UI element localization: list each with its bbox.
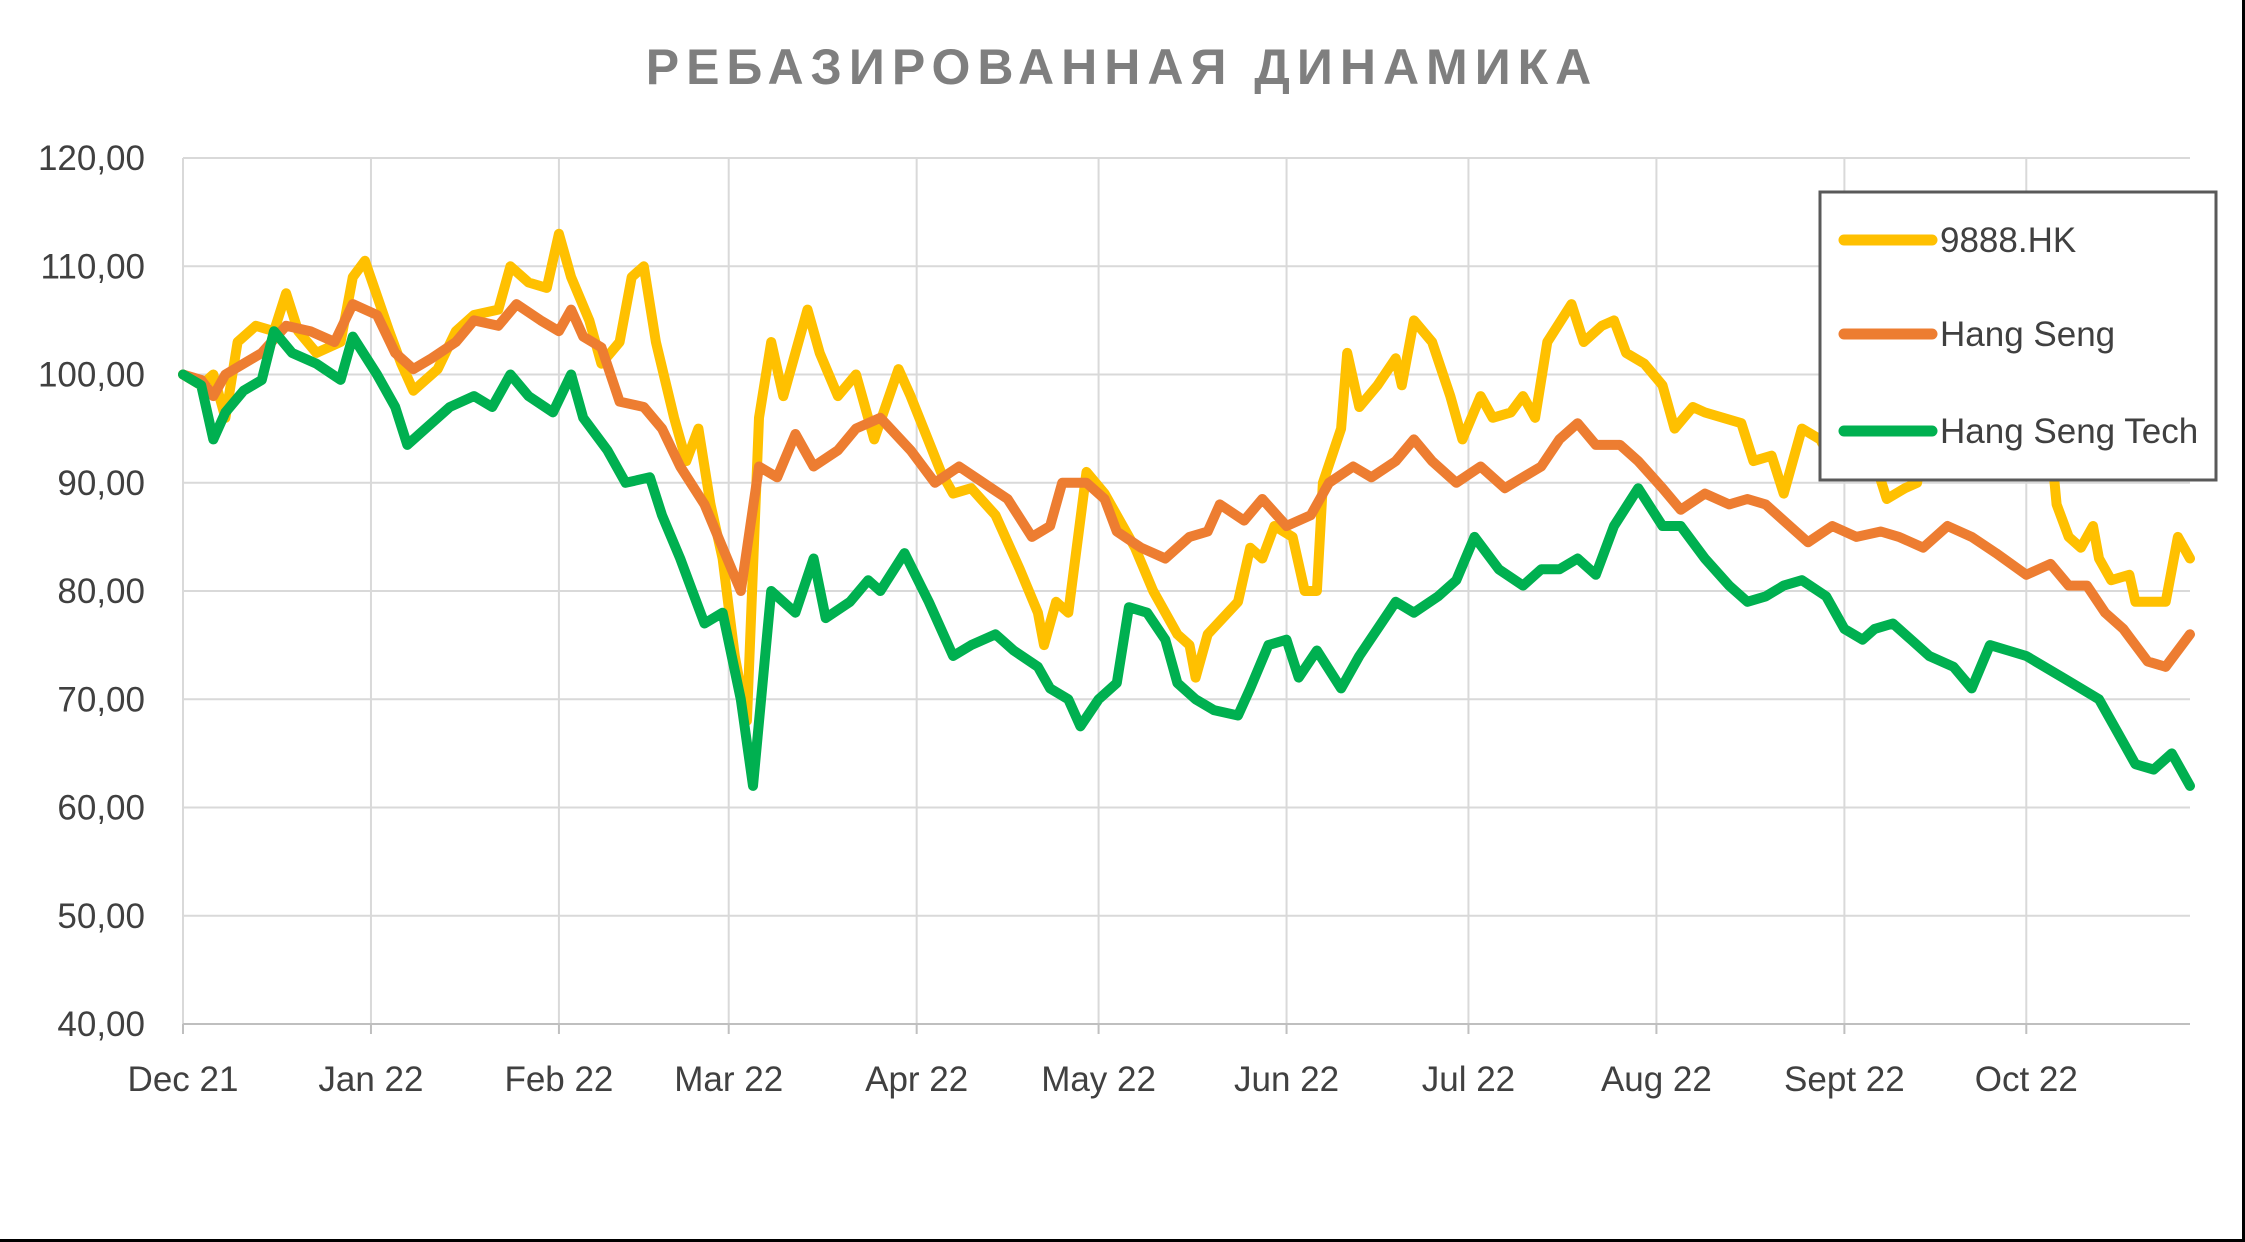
y-tick-label: 110,00 bbox=[41, 247, 145, 286]
y-tick-label: 50,00 bbox=[57, 897, 145, 936]
x-tick-label: Aug 22 bbox=[1601, 1060, 1712, 1099]
y-tick-label: 90,00 bbox=[57, 464, 145, 503]
series-line-hang-seng bbox=[178, 299, 2195, 672]
legend-label-hang-seng: Hang Seng bbox=[1940, 315, 2115, 354]
legend-label-9888hk: 9888.HK bbox=[1940, 221, 2076, 260]
y-tick-label: 40,00 bbox=[57, 1005, 145, 1044]
x-tick-label: Jan 22 bbox=[318, 1060, 423, 1099]
y-tick-label: 120,00 bbox=[38, 139, 145, 178]
x-tick-label: Mar 22 bbox=[674, 1060, 783, 1099]
y-tick-label: 100,00 bbox=[38, 356, 145, 395]
x-tick-label: Oct 22 bbox=[1975, 1060, 2078, 1099]
x-tick-label: Dec 21 bbox=[128, 1060, 239, 1099]
y-tick-label: 70,00 bbox=[57, 680, 145, 719]
x-tick-label: May 22 bbox=[1041, 1060, 1156, 1099]
y-tick-label: 80,00 bbox=[57, 572, 145, 611]
legend: 9888.HK Hang Seng Hang Seng Tech bbox=[1818, 190, 2218, 482]
x-tick-label: Jun 22 bbox=[1234, 1060, 1339, 1099]
series-lines bbox=[178, 228, 2195, 791]
series-line-9888-hk bbox=[178, 228, 2195, 726]
x-tick-label: Sept 22 bbox=[1784, 1060, 1905, 1099]
x-tick-label: Jul 22 bbox=[1422, 1060, 1515, 1099]
legend-label-hang-seng-tech: Hang Seng Tech bbox=[1940, 412, 2198, 451]
gridlines bbox=[182, 157, 2190, 1034]
x-tick-label: Apr 22 bbox=[865, 1060, 968, 1099]
x-tick-label: Feb 22 bbox=[504, 1060, 613, 1099]
x-axis: Dec 21 Jan 22 Feb 22 Mar 22 Apr 22 May 22 Jun … bbox=[128, 1060, 2078, 1099]
y-axis: 120,00 110,00 100,00 90,00 80,00 70,00 60,00 50… bbox=[38, 139, 145, 1044]
series-line-hang-seng-tech bbox=[178, 326, 2195, 791]
y-tick-label: 60,00 bbox=[57, 789, 145, 828]
chart-title: РЕБАЗИРОВАННАЯ ДИНАМИКА bbox=[646, 39, 1599, 95]
